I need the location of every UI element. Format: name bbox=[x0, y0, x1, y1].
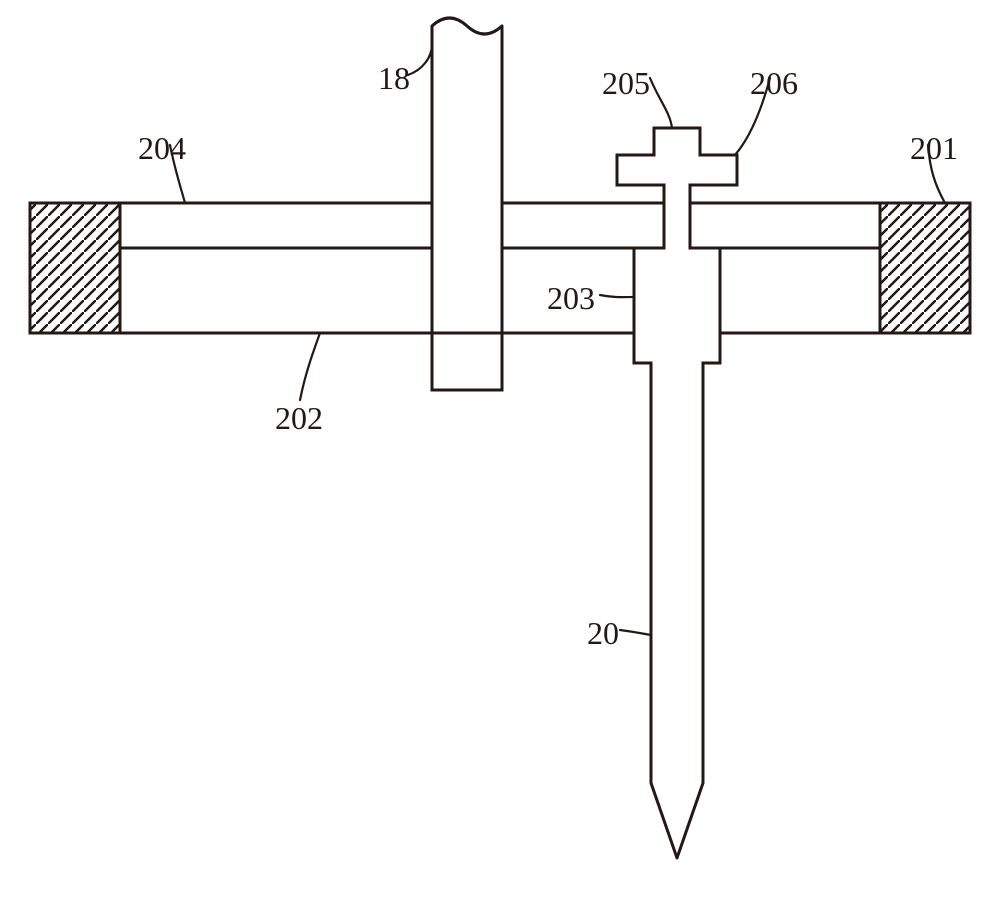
label-201: 201 bbox=[910, 130, 958, 167]
label-206: 206 bbox=[750, 65, 798, 102]
label-20: 20 bbox=[587, 615, 619, 652]
label-18: 18 bbox=[378, 60, 410, 97]
label-202: 202 bbox=[275, 400, 323, 437]
label-204: 204 bbox=[138, 130, 186, 167]
label-203: 203 bbox=[547, 280, 595, 317]
label-205: 205 bbox=[602, 65, 650, 102]
